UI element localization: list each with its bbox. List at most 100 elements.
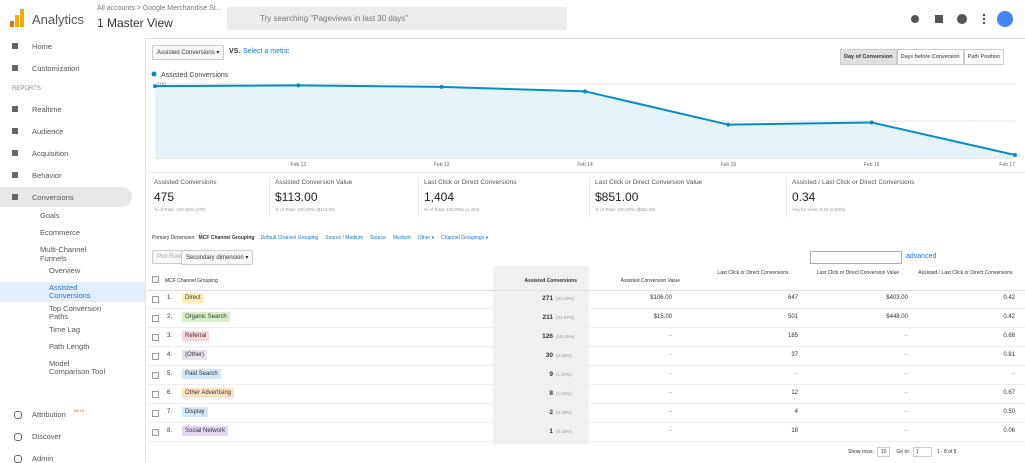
nav-item[interactable]: Audience — [32, 127, 64, 136]
secondary-dimension[interactable]: Secondary dimension ▾ — [181, 250, 254, 265]
column-header[interactable]: Assisted Conversion Value — [620, 278, 680, 284]
table-search[interactable] — [810, 251, 902, 264]
nav-item[interactable]: Assisted Conversions — [49, 283, 91, 300]
channel-tag[interactable]: Paid Search — [182, 369, 221, 379]
primary-dimension: Primary Dimension: MCF Channel Grouping De… — [152, 234, 495, 241]
nav-icon — [12, 43, 18, 49]
nav-item[interactable]: Attribution — [32, 410, 66, 419]
nav-item[interactable]: Conversions — [32, 193, 74, 202]
metric-label: Assisted / Last Click or Direct Conversi… — [792, 179, 915, 186]
nav-item[interactable]: Goals — [40, 211, 60, 220]
channel-tag[interactable]: Social Network — [182, 426, 229, 436]
dimension-option[interactable]: Source / Medium — [325, 235, 364, 241]
nav-icon — [14, 411, 22, 419]
cell: – — [904, 409, 908, 415]
breadcrumb[interactable]: All accounts > Google Merchandise St... — [97, 5, 222, 12]
tab[interactable]: Path Position — [963, 49, 1005, 65]
nav-item[interactable]: Overview — [49, 266, 81, 275]
dimension-option[interactable]: Medium — [392, 235, 411, 241]
nav-item[interactable]: Admin — [32, 454, 54, 463]
metric-label: Last Click or Direct Conversion Value — [595, 179, 703, 186]
nav-item[interactable]: Customization — [32, 64, 80, 73]
nav-item[interactable]: Discover — [32, 432, 62, 441]
nav-item[interactable]: Ecommerce — [40, 228, 81, 237]
metric-note: % of Total: 100.00% ($113.00) — [275, 207, 336, 212]
tab-group: Day of Conversion Days before Conversion P… — [840, 45, 1005, 65]
select-metric[interactable]: Select a metric — [243, 48, 290, 55]
view-selector[interactable]: 1 Master View — [97, 16, 173, 30]
nav-item[interactable]: Path Length — [49, 342, 90, 351]
point — [153, 84, 157, 89]
cell: 211 — [542, 314, 554, 321]
channel-tag[interactable]: Referral — [182, 331, 210, 341]
nav-icon — [12, 194, 18, 200]
tab[interactable]: Days before Conversion — [896, 49, 964, 65]
table-row: 6. Other Advertising 8 (1.22%) – 12 – 0.67 — [148, 385, 1025, 404]
nav-icon — [14, 433, 22, 441]
dimension-option[interactable]: Default Channel Grouping — [260, 235, 319, 241]
sidebar: Home Customization REPORTS Realtime Audience… — [0, 38, 146, 463]
nav-icon — [12, 150, 18, 156]
dimension-option[interactable]: Source — [370, 235, 386, 241]
logo — [10, 9, 24, 27]
nav-item[interactable]: Acquisition — [32, 149, 69, 158]
metric-value: $113.00 — [275, 190, 318, 204]
nav-item[interactable]: Multi-Channel Funnels — [40, 245, 87, 263]
point — [869, 120, 874, 125]
cell: $15.00 — [653, 314, 672, 320]
nav-item[interactable]: Home — [32, 42, 53, 51]
nav-item[interactable]: Time Lag — [49, 325, 80, 334]
nav-item[interactable]: Top Conversion Paths — [49, 304, 102, 321]
x-tick-label: Feb 17 — [999, 162, 1015, 168]
rows-select[interactable]: 10 — [876, 447, 891, 457]
metric-label: Assisted Conversions — [154, 179, 217, 186]
table-row: 3. Referral 126 (19.15%) – 185 – 0.68 — [148, 328, 1025, 347]
checkbox — [152, 429, 159, 436]
cell-percent: (0.15%) — [556, 429, 572, 434]
dimension-option[interactable]: Other ▾ — [417, 235, 435, 241]
metric-dropdown[interactable]: Assisted Conversions ▾ — [152, 45, 225, 60]
cell: – — [904, 371, 908, 377]
cell-percent: (32.07%) — [556, 315, 575, 320]
channel-tag[interactable]: Display — [182, 407, 208, 417]
cell: – — [1011, 371, 1015, 377]
cell: 2 — [549, 409, 553, 416]
y-tick-label: 100 — [157, 82, 166, 88]
column-header[interactable]: Assisted / Last Click or Direct Conversi… — [918, 270, 1013, 276]
channel-tag[interactable]: Other Advertising — [182, 388, 235, 398]
dimension-option[interactable]: Channel Groupings ▾ — [441, 235, 489, 241]
nav-item[interactable]: Behavior — [32, 171, 62, 180]
cell: 0.06 — [1003, 428, 1015, 434]
nav-icon — [12, 65, 18, 71]
nav-icon — [12, 172, 18, 178]
cell: – — [904, 352, 908, 358]
column-header[interactable]: Last Click or Direct Conversion Value — [816, 270, 900, 276]
table-header: MCF Channel Grouping Assisted Conversions… — [148, 266, 1025, 291]
checkbox — [152, 353, 159, 360]
page-input[interactable]: 1 — [913, 447, 932, 457]
cell: $403.00 — [886, 295, 908, 301]
cell: 185 — [787, 333, 798, 339]
channel-tag[interactable]: (Other) — [182, 350, 208, 360]
column-header[interactable]: Assisted Conversions — [524, 278, 577, 284]
nav-item[interactable]: Realtime — [32, 105, 62, 114]
column-header[interactable]: Last Click or Direct Conversions — [717, 270, 789, 276]
table-row: 2. Organic Search 211 (32.07%) $15.00 501 $448… — [148, 309, 1025, 328]
row-number: 8. — [167, 428, 173, 434]
channel-tag[interactable]: Direct — [182, 293, 204, 303]
x-tick-label: Feb 14 — [577, 162, 593, 168]
table-row: 7. Display 2 (0.30%) – 4 – 0.50 — [148, 404, 1025, 423]
column-header[interactable]: MCF Channel Grouping — [165, 278, 218, 284]
cell: – — [668, 352, 672, 358]
channel-tag[interactable]: Organic Search — [182, 312, 230, 322]
metric-note: % of Total: 100.00% (1,404) — [424, 207, 480, 212]
search-box[interactable]: Try searching "Pageviews in last 30 days… — [227, 7, 567, 30]
cell: 0.68 — [1003, 333, 1015, 339]
area — [155, 85, 1015, 158]
tab[interactable]: Day of Conversion — [840, 49, 897, 65]
table-row: 4. (Other) 30 (4.56%) – 37 – 0.81 — [148, 347, 1025, 366]
nav-icon — [14, 455, 22, 463]
nav-item[interactable]: Model Comparison Tool — [49, 359, 106, 376]
advanced[interactable]: advanced — [906, 253, 937, 260]
